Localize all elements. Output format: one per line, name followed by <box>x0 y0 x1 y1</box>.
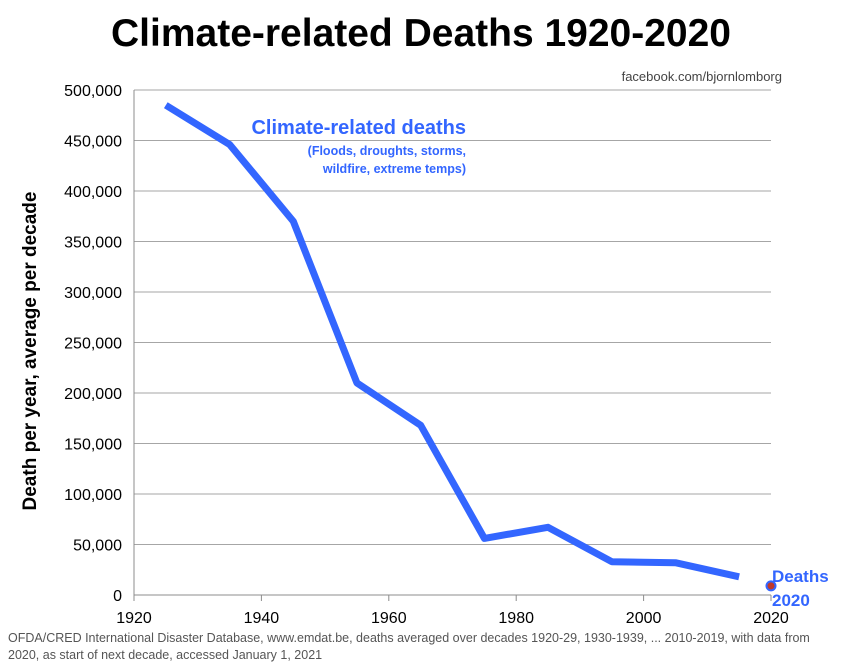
source-note: OFDA/CRED International Disaster Databas… <box>8 631 810 662</box>
y-tick-label: 50,000 <box>73 538 122 555</box>
y-tick-label: 150,000 <box>64 437 122 454</box>
x-tick-label: 1920 <box>116 610 152 627</box>
y-tick-label: 450,000 <box>64 134 122 151</box>
y-tick-label: 300,000 <box>64 285 122 302</box>
credit-text: facebook.com/bjornlomborg <box>621 69 782 84</box>
data-point-2020 <box>765 580 777 592</box>
point-label: Deaths <box>772 567 829 586</box>
chart-title: Climate-related Deaths 1920-2020 <box>111 12 731 55</box>
series-sublabel: wildfire, extreme temps) <box>322 162 466 176</box>
x-tick-label: 1960 <box>371 610 407 627</box>
series-line-climate-deaths <box>163 102 740 581</box>
y-tick-label: 350,000 <box>64 235 122 252</box>
series-sublabel: (Floods, droughts, storms, <box>308 144 466 158</box>
y-tick-label: 200,000 <box>64 386 122 403</box>
x-tick-label: 1980 <box>498 610 534 627</box>
y-tick-label: 0 <box>113 588 122 605</box>
x-tick-label: 2000 <box>626 610 662 627</box>
y-tick-label: 250,000 <box>64 336 122 353</box>
x-tick-label: 2020 <box>753 610 789 627</box>
y-tick-label: 500,000 <box>64 83 122 100</box>
series-label: Climate-related deaths <box>251 117 466 139</box>
y-tick-label: 100,000 <box>64 487 122 504</box>
x-tick-label: 1940 <box>244 610 280 627</box>
point-label: 2020 <box>772 591 810 610</box>
y-tick-label: 400,000 <box>64 184 122 201</box>
